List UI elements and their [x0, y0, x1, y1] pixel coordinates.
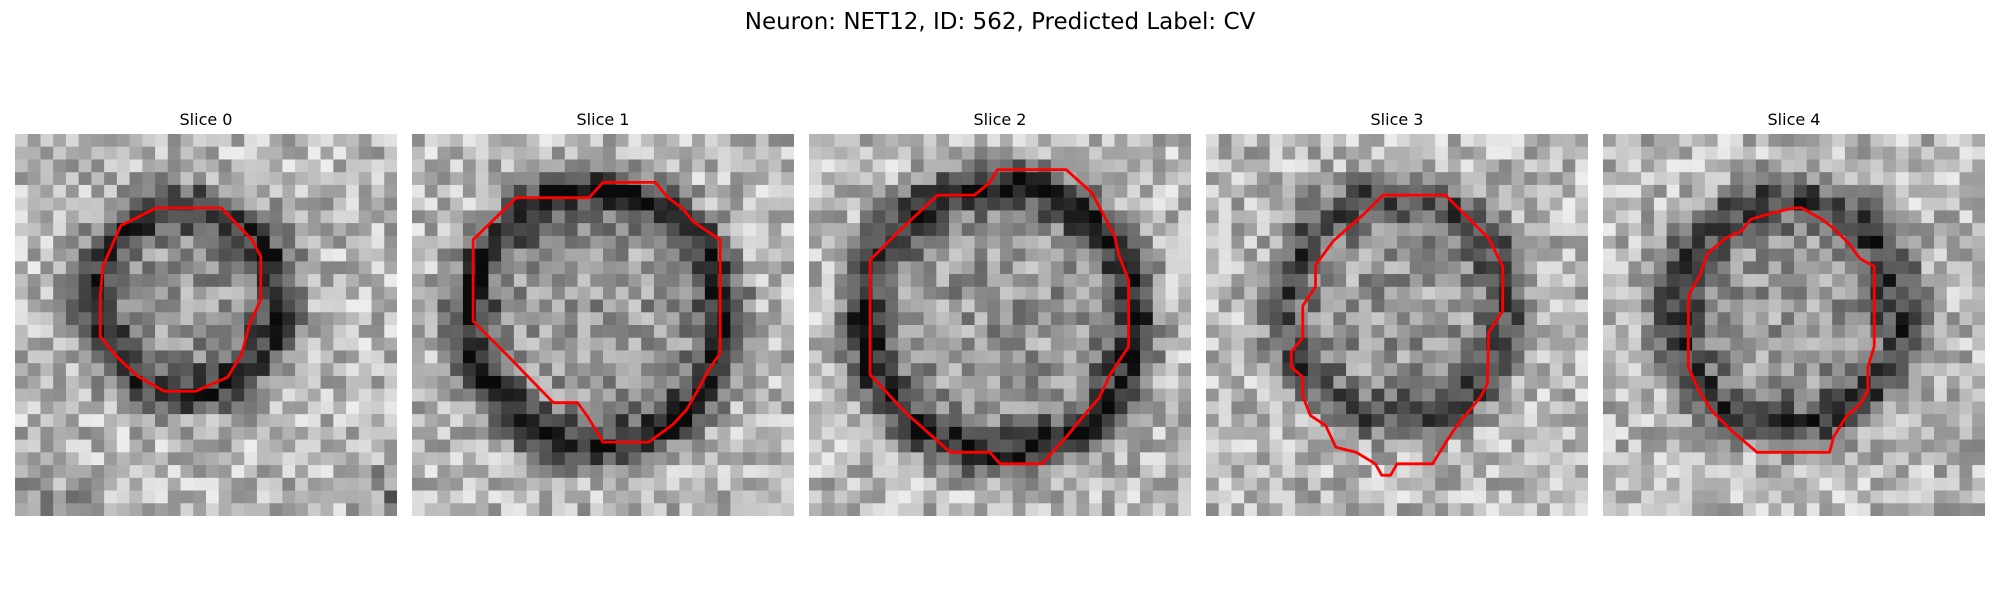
slice-title: Slice 3: [1370, 110, 1424, 129]
cell-contour: [1289, 193, 1505, 477]
microscopy-slice-image: [809, 134, 1191, 516]
slice-title: Slice 1: [576, 110, 630, 129]
slice-panel-0: Slice 0: [15, 110, 397, 520]
microscopy-slice-image: [1206, 134, 1588, 516]
slice-title: Slice 2: [973, 110, 1027, 129]
slice-panel-4: Slice 4: [1603, 110, 1985, 520]
cell-contour: [868, 168, 1131, 466]
microscopy-slice-image: [412, 134, 794, 516]
slice-title: Slice 0: [179, 110, 233, 129]
cell-contour: [98, 206, 263, 393]
cell-contour: [1686, 206, 1876, 454]
slice-title: Slice 4: [1767, 110, 1821, 129]
slice-panel-2: Slice 2: [809, 110, 1191, 520]
slice-panel-1: Slice 1: [412, 110, 794, 520]
figure-title: Neuron: NET12, ID: 562, Predicted Label:…: [744, 9, 1256, 35]
slice-panel-3: Slice 3: [1206, 110, 1588, 520]
microscopy-slice-image: [1603, 134, 1985, 516]
microscopy-slice-image: [15, 134, 397, 516]
cell-contour: [471, 180, 722, 444]
